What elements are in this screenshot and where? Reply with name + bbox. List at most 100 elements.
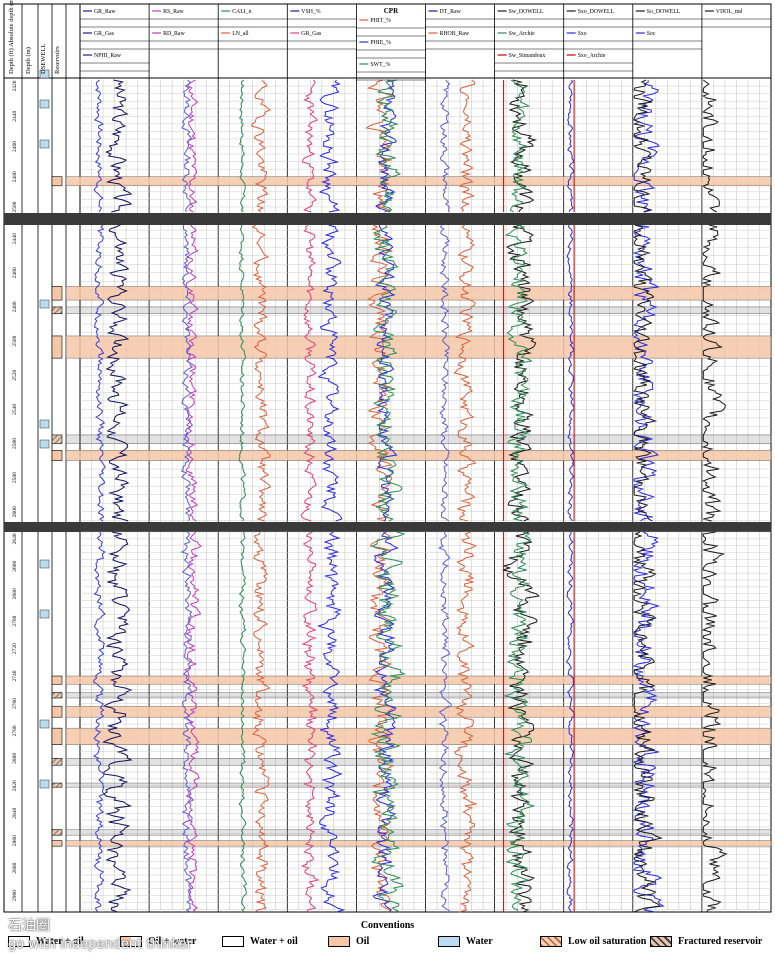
depth-tick-label: 2480	[12, 171, 18, 182]
depth-tick-label: 2460	[12, 141, 18, 152]
zone-marker	[51, 727, 63, 745]
log-curve	[508, 79, 538, 213]
reservoir-zone	[65, 782, 772, 788]
legend-label: Oil + water	[148, 936, 197, 947]
depth-tick-label: 2760	[12, 698, 18, 709]
log-curve	[454, 531, 478, 913]
log-curve	[701, 224, 726, 522]
depth-tick-label: 2820	[12, 780, 18, 791]
curve-name: RS_Raw	[163, 9, 184, 15]
reservoir-zone	[65, 705, 772, 718]
depth-tick-label: 2440	[12, 233, 18, 244]
conventions-legend: Conventions Water + oil Oil + water Water …	[0, 918, 775, 963]
log-curve	[183, 531, 202, 913]
water-marker	[39, 139, 50, 149]
curve-name: Soc	[647, 31, 656, 37]
log-curve	[316, 531, 346, 913]
legend-label: Fractured reservoir	[678, 936, 763, 947]
curve-name: GR_Raw	[94, 9, 116, 15]
log-curve	[374, 79, 402, 213]
watermark-slogan: go with independent thinker	[8, 937, 192, 952]
water-marker	[39, 299, 50, 309]
zone-marker	[51, 286, 63, 301]
depth-tick-label: 2800	[12, 753, 18, 764]
reservoir-zone	[65, 727, 772, 745]
depth-tick-label: 2600	[12, 506, 18, 517]
depth-tick-label: 2720	[12, 643, 18, 654]
log-curve	[238, 225, 247, 522]
depth-tick-label: 2640	[12, 533, 18, 544]
curve-name: Sxo_Archie	[578, 53, 606, 59]
depth-tick-label: 2860	[12, 835, 18, 846]
legend-item: Oil + water	[120, 936, 196, 947]
legend-item: Low oil saturation	[540, 936, 646, 947]
legend-title: Conventions	[360, 920, 415, 931]
legend-item: Water + oil	[222, 936, 298, 947]
log-curve	[184, 224, 199, 522]
log-curve	[372, 224, 403, 522]
depth-tick-label: 2780	[12, 725, 18, 736]
left-column-label: DSEWELL	[40, 44, 47, 74]
water-marker	[39, 439, 50, 449]
depth-tick-label: 2520	[12, 369, 18, 380]
curve-name: GR_Gas	[94, 31, 115, 37]
curve-name: Sxo	[578, 31, 587, 37]
log-curve	[439, 224, 451, 522]
log-curve	[372, 531, 399, 913]
reservoir-zone	[65, 450, 772, 461]
zone-marker	[51, 758, 63, 766]
legend-swatch	[222, 936, 244, 947]
legend-label: Water + oil	[36, 936, 84, 947]
log-curve	[238, 79, 246, 213]
log-curve	[509, 79, 531, 213]
reservoir-zone	[65, 306, 772, 315]
zone-marker	[51, 450, 63, 461]
zone-marker	[51, 335, 63, 359]
reservoir-zone	[65, 335, 772, 359]
log-curve	[300, 224, 317, 522]
log-curve	[501, 531, 540, 913]
reservoir-zone	[65, 692, 772, 699]
depth-tick-label: 2740	[12, 670, 18, 681]
curve-name: RHOB_Raw	[440, 31, 470, 37]
left-column-label: Depth (m)	[25, 47, 32, 74]
legend-swatch	[540, 936, 562, 947]
zone-marker	[51, 705, 63, 718]
log-curve	[252, 531, 271, 913]
depth-tick-label: 2560	[12, 438, 18, 449]
reservoir-zone	[65, 829, 772, 836]
depth-tick-label: 2420	[12, 80, 18, 91]
log-curve	[632, 531, 665, 913]
log-curve	[302, 79, 319, 213]
water-marker	[39, 609, 50, 619]
legend-item: Water + oil	[8, 936, 84, 947]
left-column-label: Depth (ft) Absolute depth (m)	[8, 0, 15, 74]
curve-name: RD_Raw	[163, 31, 185, 37]
zone-marker	[51, 675, 63, 685]
log-curve	[632, 79, 660, 213]
curve-name: SWT_%	[370, 62, 390, 68]
log-curve	[180, 224, 194, 522]
curve-name: VDOL_md	[716, 9, 743, 15]
log-curve	[375, 79, 397, 213]
log-curve	[701, 531, 728, 913]
log-curve	[101, 531, 133, 913]
log-curve	[105, 79, 133, 213]
water-marker	[39, 719, 50, 729]
water-marker	[39, 69, 50, 79]
curve-name: LN_all	[232, 31, 249, 37]
depth-tick-label: 2880	[12, 862, 18, 873]
zone-marker	[51, 176, 63, 187]
log-curve	[437, 531, 452, 913]
legend-label: Low oil saturation	[568, 936, 647, 947]
curve-name: NPHI_Raw	[94, 53, 122, 59]
watermark-logo: 石油圈 go with independent thinker	[8, 915, 192, 952]
curve-name: GR_Gas	[301, 31, 322, 37]
track-header-title: CPR	[384, 7, 399, 15]
log-curve	[505, 224, 537, 522]
curve-layer	[92, 79, 728, 913]
reservoir-zone	[65, 434, 772, 444]
reservoir-zone	[65, 286, 772, 301]
depth-tick-label: 2500	[12, 201, 18, 212]
log-curve	[632, 224, 658, 522]
